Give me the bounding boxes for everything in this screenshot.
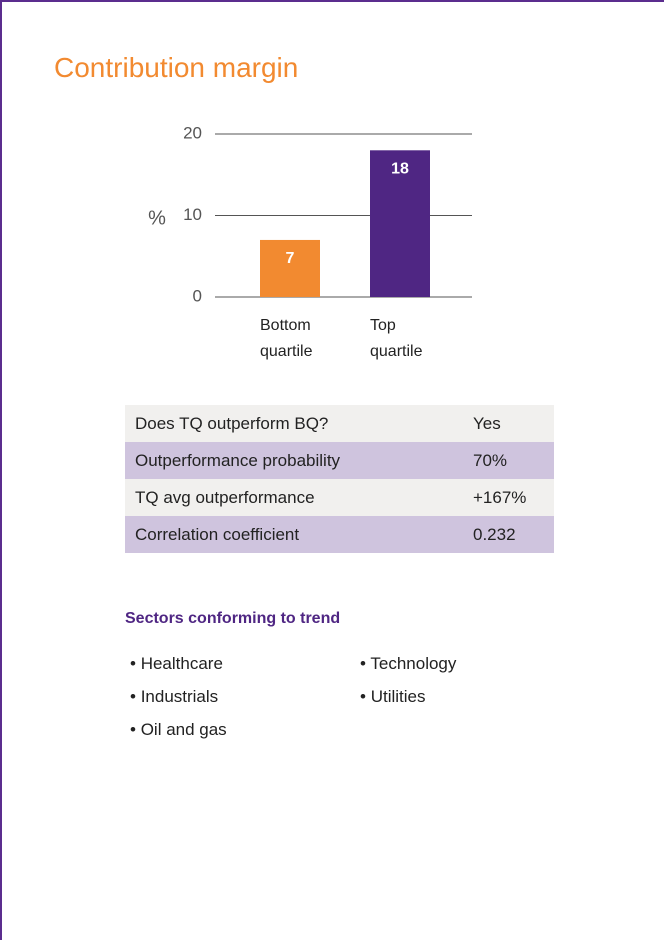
table-cell: 70% — [473, 450, 508, 470]
y-tick-label: 0 — [193, 286, 202, 305]
table-row: TQ avg outperformance +167% — [125, 479, 554, 516]
bar — [370, 150, 430, 297]
y-tick-label: 10 — [183, 205, 202, 224]
chart-title: Contribution margin — [54, 52, 299, 83]
table-cell: Correlation coefficient — [135, 524, 300, 544]
sector-item: Technology — [360, 654, 560, 687]
table-row: Does TQ outperform BQ? Yes — [125, 405, 554, 442]
table-cell: TQ avg outperformance — [135, 487, 315, 507]
stats-table: Does TQ outperform BQ? Yes Outperformance … — [125, 405, 554, 553]
table-row: Correlation coefficient 0.232 — [125, 516, 554, 553]
y-tick-label: 20 — [183, 123, 202, 142]
table-cell: +167% — [473, 487, 527, 507]
table-cell: Yes — [473, 413, 501, 433]
sectors-list: HealthcareIndustrialsOil and gasTechnolo… — [130, 654, 560, 753]
table-cell: Does TQ outperform BQ? — [135, 413, 329, 433]
sector-item: Healthcare — [130, 654, 360, 687]
sectors-title: Sectors conforming to trend — [125, 610, 341, 627]
sector-item: Oil and gas — [130, 720, 360, 753]
table-cell: 0.232 — [473, 524, 516, 544]
value-label: 18 — [391, 161, 409, 178]
chart: % 0 10 20 7 18 — [148, 123, 472, 305]
y-axis-label: % — [148, 207, 166, 229]
x-tick-label: Bottom quartile — [260, 317, 313, 360]
table-cell: Outperformance probability — [135, 450, 341, 470]
x-tick-label: Top quartile — [370, 317, 423, 360]
table-row: Outperformance probability 70% — [125, 442, 554, 479]
sector-item: Industrials — [130, 687, 360, 720]
value-label: 7 — [286, 250, 295, 267]
bar — [260, 239, 320, 297]
sector-item: Utilities — [360, 687, 560, 720]
